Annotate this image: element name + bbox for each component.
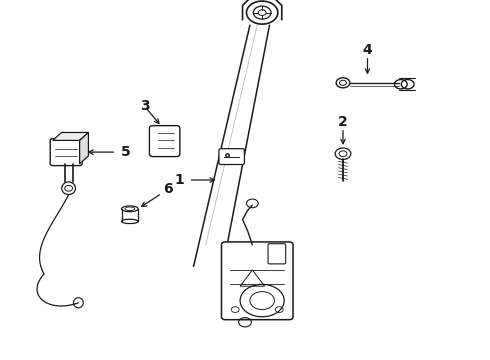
Polygon shape: [79, 132, 88, 164]
Text: 2: 2: [338, 116, 348, 129]
Text: 4: 4: [363, 44, 372, 57]
FancyBboxPatch shape: [268, 244, 286, 264]
Text: 3: 3: [140, 99, 149, 113]
FancyBboxPatch shape: [219, 149, 245, 165]
FancyBboxPatch shape: [149, 126, 180, 157]
FancyBboxPatch shape: [50, 139, 82, 166]
Polygon shape: [53, 132, 88, 140]
Text: 5: 5: [122, 145, 131, 159]
FancyBboxPatch shape: [221, 242, 293, 320]
Text: 6: 6: [163, 182, 173, 196]
Text: 1: 1: [174, 173, 184, 187]
